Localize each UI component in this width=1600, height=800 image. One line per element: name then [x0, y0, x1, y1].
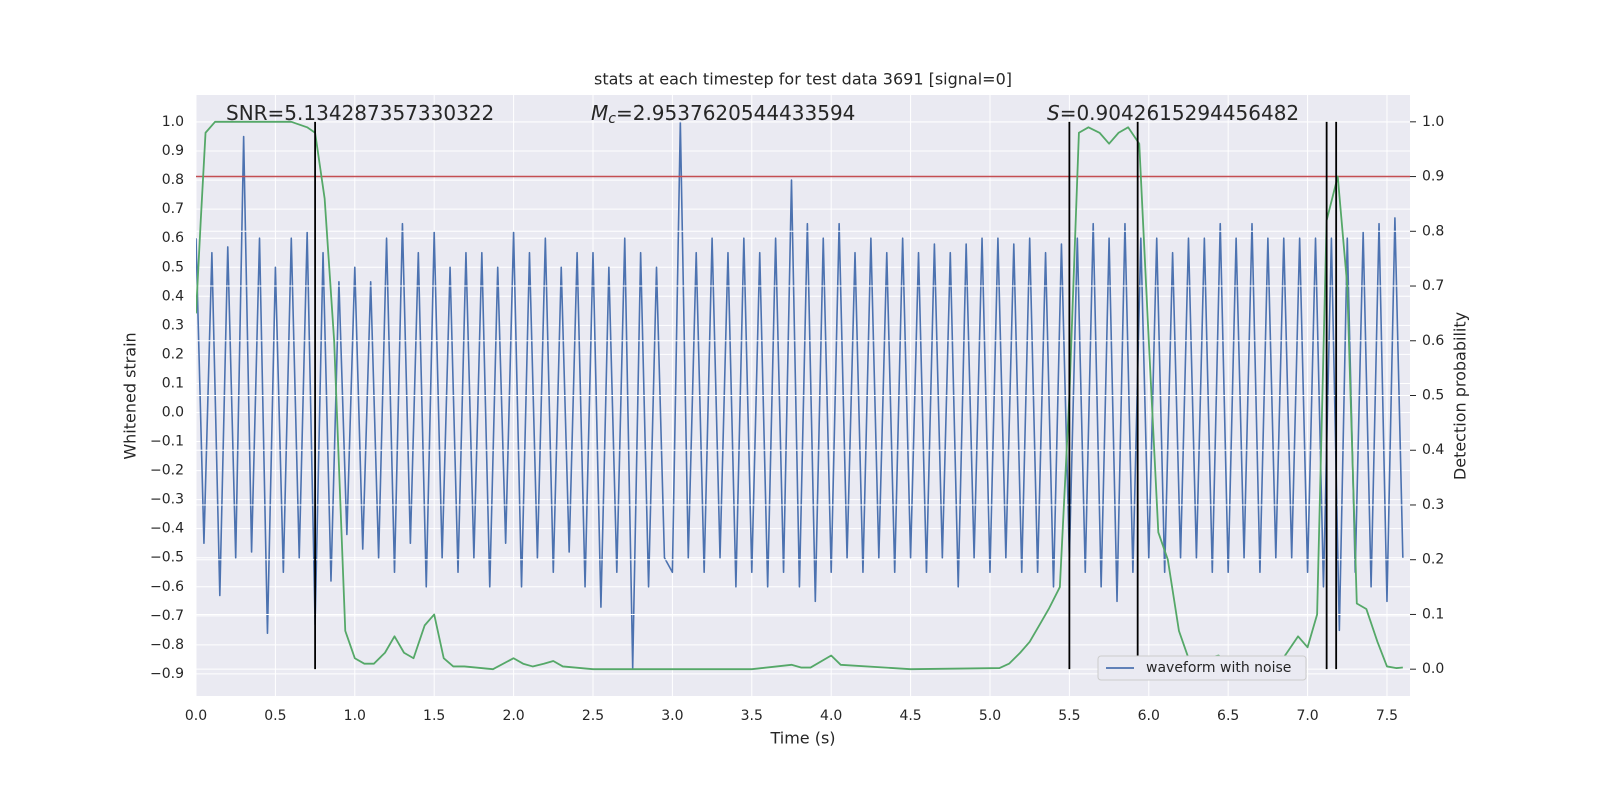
- y-tick-label: 0.1: [162, 375, 184, 391]
- x-tick-label: 0.5: [264, 708, 286, 724]
- y-tick-label: 0.9: [162, 143, 184, 159]
- y2-tick-label: 0.6: [1422, 333, 1444, 349]
- x-tick-label: 7.5: [1376, 708, 1398, 724]
- x-tick-label: 6.0: [1138, 708, 1160, 724]
- y-tick-label: −0.1: [150, 434, 184, 450]
- series-line: [196, 121, 1404, 669]
- y2-tick-label: 0.9: [1422, 169, 1444, 185]
- y2-tick-label: 1.0: [1422, 114, 1444, 130]
- y-tick-label: 0.8: [162, 172, 184, 188]
- y-tick-label: 0.6: [162, 230, 184, 246]
- y2-tick-label: 0.1: [1422, 606, 1444, 622]
- y-tick-label: 0.4: [162, 288, 184, 304]
- y2-tick-label: 0.2: [1422, 552, 1444, 568]
- annotation: S=0.9042615294456482: [1047, 101, 1299, 125]
- y-axis-label: Whitened strain: [121, 332, 140, 459]
- annotation-text: =2.9537620544433594: [616, 101, 855, 125]
- x-tick-label: 3.5: [741, 708, 763, 724]
- annotation-symbol: M: [591, 101, 608, 125]
- legend-label: waveform with noise: [1146, 660, 1291, 676]
- y-tick-label: −0.6: [150, 579, 184, 595]
- y2-tick-label: 0.4: [1422, 442, 1444, 458]
- y2-tick-label: 0.7: [1422, 278, 1444, 294]
- y2-axis-label: Detection probability: [1451, 312, 1470, 480]
- y-tick-label: −0.4: [150, 521, 184, 537]
- y2-tick-label: 0.0: [1422, 661, 1444, 677]
- x-tick-label: 2.0: [502, 708, 524, 724]
- legend-box: [1097, 655, 1307, 681]
- x-axis-label: Time (s): [769, 729, 835, 748]
- y-tick-label: 0.5: [162, 259, 184, 275]
- y2-tick-label: 0.3: [1422, 497, 1444, 513]
- x-tick-label: 1.5: [423, 708, 445, 724]
- y-tick-label: −0.2: [150, 463, 184, 479]
- y-tick-label: −0.8: [150, 637, 184, 653]
- y-tick-label: 0.2: [162, 346, 184, 362]
- x-tick-label: 5.5: [1058, 708, 1080, 724]
- y-tick-label: 0.7: [162, 201, 184, 217]
- y-tick-label: −0.5: [150, 550, 184, 566]
- x-tick-label: 1.0: [344, 708, 366, 724]
- annotation-text: SNR=5.134287357330322: [226, 101, 494, 125]
- x-tick-label: 0.0: [185, 708, 207, 724]
- y-tick-label: −0.3: [150, 492, 184, 508]
- y-tick-label: −0.9: [150, 666, 184, 682]
- x-tick-label: 2.5: [582, 708, 604, 724]
- x-tick-label: 4.0: [820, 708, 842, 724]
- annotation-subscript: c: [608, 111, 616, 127]
- x-tick-label: 7.0: [1296, 708, 1318, 724]
- y-tick-label: 1.0: [162, 114, 184, 130]
- y-tick-label: 0.0: [162, 404, 184, 420]
- annotation-symbol: S: [1047, 101, 1060, 125]
- x-tick-label: 3.0: [661, 708, 683, 724]
- annotation-text: =0.9042615294456482: [1060, 101, 1299, 125]
- y-tick-label: −0.7: [150, 608, 184, 624]
- chart-title: stats at each timestep for test data 369…: [594, 70, 1012, 89]
- annotation: Mc=2.9537620544433594: [591, 101, 855, 128]
- y2-tick-label: 0.8: [1422, 223, 1444, 239]
- y-tick-label: 0.3: [162, 317, 184, 333]
- x-tick-label: 6.5: [1217, 708, 1239, 724]
- annotation: SNR=5.134287357330322: [226, 101, 494, 125]
- x-tick-label: 5.0: [979, 708, 1001, 724]
- y2-tick-label: 0.5: [1422, 388, 1444, 404]
- x-tick-label: 4.5: [899, 708, 921, 724]
